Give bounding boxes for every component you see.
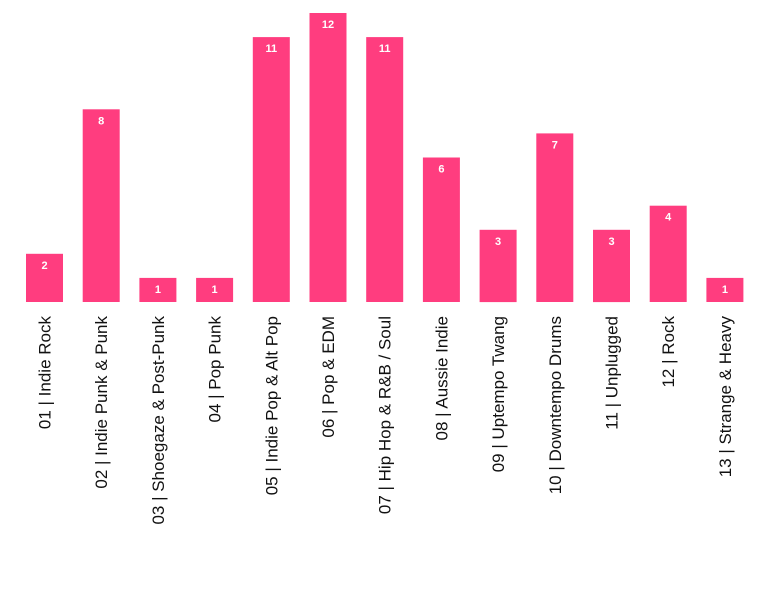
- bar-value-label: 7: [552, 139, 558, 151]
- category-tick-label: 08 | Aussie Indie: [432, 316, 451, 440]
- bar-12: [649, 205, 687, 302]
- bar-8: [422, 157, 460, 302]
- category-tick-label: 10 | Downtempo Drums: [546, 316, 565, 494]
- category-tick-label: 01 | Indie Rock: [36, 316, 55, 430]
- bar-4: [196, 277, 234, 302]
- bar-6: [309, 13, 347, 302]
- bar-value-label: 12: [322, 19, 334, 31]
- bar-value-label: 6: [438, 164, 444, 176]
- bar-2: [82, 109, 120, 302]
- category-tick-label: 06 | Pop & EDM: [319, 316, 338, 438]
- category-tick-label: 11 | Unplugged: [603, 316, 622, 430]
- category-tick-label: 13 | Strange & Heavy: [716, 316, 735, 478]
- bar-value-label: 3: [495, 236, 501, 248]
- bar-1: [26, 253, 63, 302]
- category-tick-label: 03 | Shoegaze & Post-Punk: [149, 316, 168, 525]
- bar-value-label: 8: [98, 115, 104, 127]
- bar-value-label: 11: [379, 43, 391, 55]
- bar-value-label: 4: [665, 212, 672, 224]
- bar-value-label: 1: [155, 284, 161, 296]
- bar-10: [536, 133, 574, 302]
- bar-value-label: 11: [265, 43, 277, 55]
- bar-5: [252, 37, 290, 302]
- bar-value-label: 1: [722, 284, 728, 296]
- bar-9: [479, 229, 517, 303]
- bar-7: [366, 37, 404, 302]
- bar-value-label: 1: [212, 284, 218, 296]
- category-tick-label: 09 | Uptempo Twang: [489, 316, 508, 472]
- category-tick-label: 07 | Hip Hop & R&B / Soul: [376, 316, 395, 514]
- category-tick-label: 12 | Rock: [659, 316, 678, 388]
- bar-11: [593, 229, 630, 303]
- category-tick-label: 02 | Indie Punk & Punk: [92, 316, 111, 489]
- bar-value-label: 3: [608, 236, 614, 248]
- category-tick-label: 04 | Pop Punk: [206, 316, 225, 423]
- bar-13: [706, 277, 744, 302]
- bar-value-label: 2: [41, 260, 47, 272]
- category-tick-label: 05 | Indie Pop & Alt Pop: [262, 316, 281, 495]
- bar-3: [139, 277, 177, 302]
